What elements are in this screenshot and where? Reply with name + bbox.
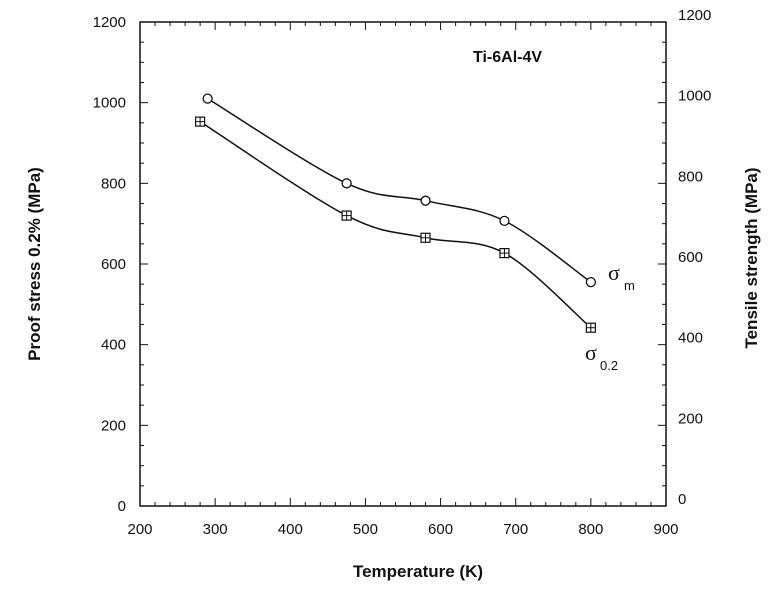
- data-point-square: [420, 232, 431, 243]
- x-tick-label: 500: [353, 521, 378, 538]
- annotation-label: Ti-6Al-4V: [473, 49, 542, 66]
- series-label-sigma-02-main: σ: [585, 340, 597, 365]
- y-axis-title-left: Proof stress 0.2% (MPa): [25, 167, 44, 361]
- y-tick-label-right: 1200: [678, 7, 711, 24]
- y-tick-label-right: 200: [678, 410, 703, 427]
- x-tick-label: 800: [578, 521, 603, 538]
- series-label-sigma-02: σ 0.2: [585, 340, 618, 373]
- data-point-square: [585, 322, 596, 333]
- series-line-0: [207, 97, 592, 283]
- data-point-circle: [585, 276, 597, 288]
- y-tick-label-left: 0: [118, 498, 126, 515]
- tick-labels: 200 300 400 500 600 700 800 9000200400600800100…: [93, 7, 712, 538]
- y-tick-label-left: 400: [101, 337, 126, 354]
- ticks: [139, 21, 667, 507]
- y-tick-label-left: 800: [101, 175, 126, 192]
- y-tick-label-right: 1000: [678, 88, 711, 105]
- y-tick-label-left: 1200: [93, 14, 126, 31]
- plot-frame: [139, 21, 667, 507]
- x-tick-label: 300: [203, 521, 228, 538]
- data-point-square: [341, 210, 352, 221]
- y-tick-label-left: 600: [101, 256, 126, 273]
- y-tick-label-right: 600: [678, 249, 703, 266]
- data-point-circle: [499, 215, 510, 226]
- y-axis-title-right: Tensile strength (MPa): [742, 167, 761, 348]
- y-tick-label-right: 400: [678, 330, 703, 347]
- data-point-circle: [420, 195, 431, 206]
- y-tick-label-left: 1000: [93, 95, 126, 112]
- series-line-1: [199, 120, 592, 329]
- data-point-square: [195, 116, 206, 127]
- x-tick-label: 400: [278, 521, 303, 538]
- y-tick-label-left: 200: [101, 417, 126, 434]
- y-tick-label-right: 0: [678, 491, 686, 508]
- series: [195, 93, 597, 333]
- x-tick-label: 900: [653, 521, 678, 538]
- data-point-circle: [202, 93, 213, 104]
- data-point-circle: [341, 178, 352, 189]
- series-label-sigma-m: σ m: [608, 260, 635, 293]
- x-tick-label: 700: [503, 521, 528, 538]
- y-tick-label-right: 800: [678, 168, 703, 185]
- series-label-sigma-m-main: σ: [608, 260, 620, 285]
- x-axis-title: Temperature (K): [353, 562, 483, 581]
- data-point-square: [499, 248, 510, 259]
- series-label-sigma-m-sub: m: [624, 278, 635, 293]
- x-tick-label: 200: [127, 521, 152, 538]
- x-tick-label: 600: [428, 521, 453, 538]
- series-label-sigma-02-sub: 0.2: [600, 358, 618, 373]
